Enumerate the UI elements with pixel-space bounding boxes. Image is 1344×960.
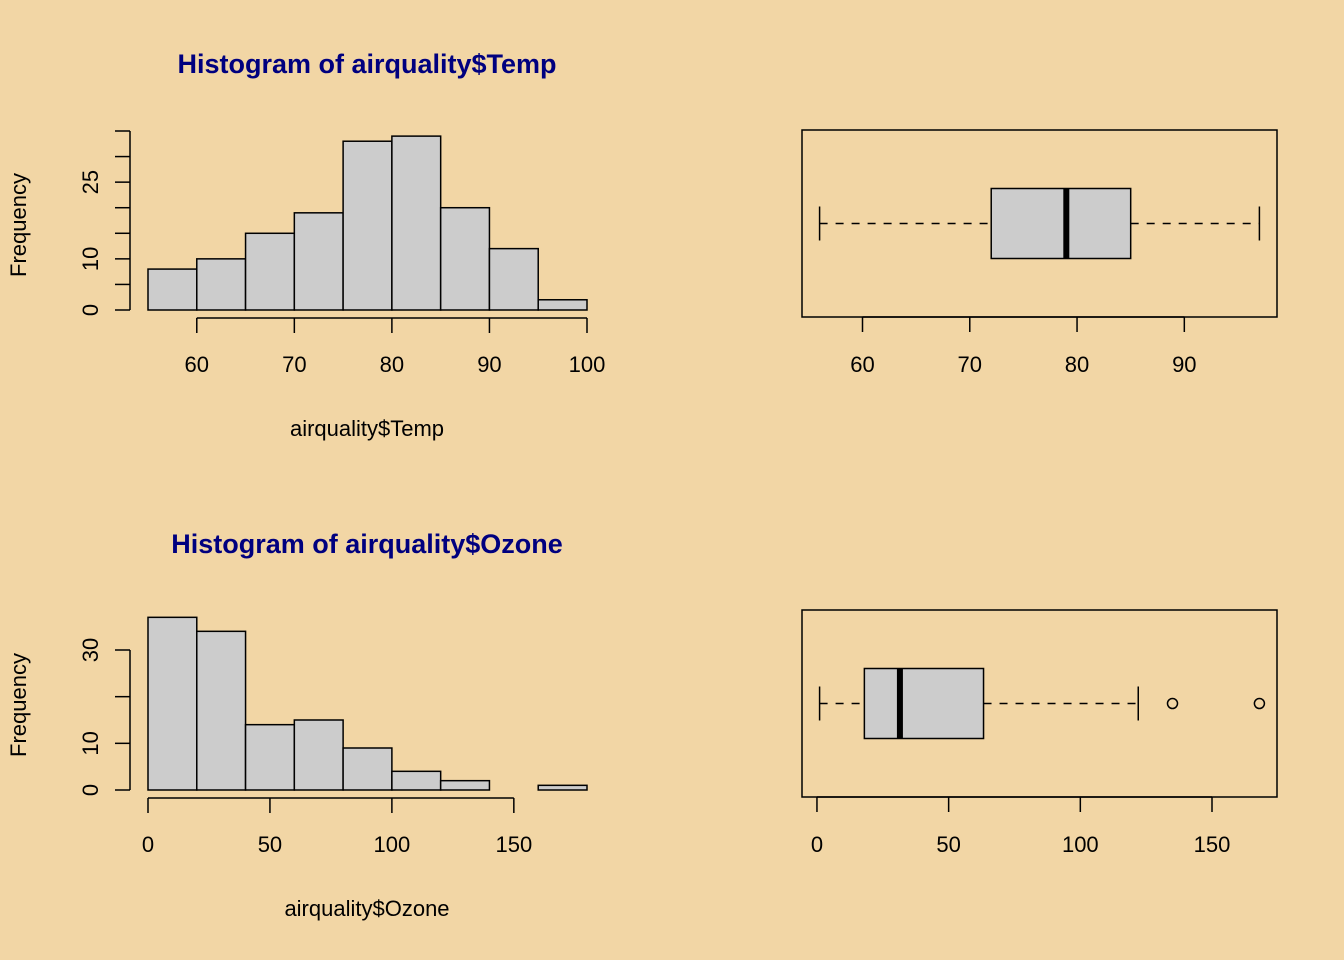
x-axis-label: airquality$Ozone bbox=[284, 896, 449, 921]
y-tick-label: 10 bbox=[78, 247, 103, 271]
y-axis-label: Frequency bbox=[6, 173, 31, 277]
x-tick-label: 50 bbox=[936, 832, 960, 857]
x-tick-label: 0 bbox=[811, 832, 823, 857]
x-axis-label: airquality$Temp bbox=[290, 416, 444, 441]
x-tick-label: 100 bbox=[569, 352, 606, 377]
bar bbox=[196, 630, 247, 791]
x-tick-label: 70 bbox=[282, 352, 306, 377]
x-tick-label: 150 bbox=[1194, 832, 1231, 857]
bar bbox=[147, 268, 198, 311]
y-axis-label: Frequency bbox=[6, 653, 31, 757]
y-tick-label: 10 bbox=[78, 731, 103, 755]
bar bbox=[537, 299, 588, 311]
y-tick-label: 0 bbox=[78, 304, 103, 316]
x-tick-label: 90 bbox=[1172, 352, 1196, 377]
bar bbox=[488, 247, 539, 311]
bar bbox=[439, 206, 491, 311]
x-tick-label: 90 bbox=[477, 352, 501, 377]
y-tick-label: 30 bbox=[78, 638, 103, 662]
chart-title: Histogram of airquality$Temp bbox=[177, 49, 556, 79]
outlier bbox=[1166, 697, 1179, 710]
y-tick-label: 25 bbox=[78, 170, 103, 194]
y-tick-label: 0 bbox=[78, 784, 103, 796]
bar bbox=[342, 747, 393, 791]
x-tick-label: 80 bbox=[380, 352, 404, 377]
outlier bbox=[1253, 697, 1266, 710]
x-tick-label: 100 bbox=[374, 832, 411, 857]
x-tick-label: 50 bbox=[258, 832, 282, 857]
box bbox=[863, 667, 985, 740]
bar bbox=[391, 135, 442, 311]
bar bbox=[293, 212, 344, 311]
x-tick-label: 150 bbox=[495, 832, 532, 857]
bar bbox=[391, 770, 442, 791]
box bbox=[990, 187, 1132, 260]
bar bbox=[147, 616, 198, 791]
x-tick-label: 100 bbox=[1062, 832, 1099, 857]
bar bbox=[293, 719, 344, 791]
bar bbox=[244, 232, 296, 311]
bar bbox=[439, 779, 491, 791]
bar bbox=[196, 258, 247, 311]
x-tick-label: 80 bbox=[1065, 352, 1089, 377]
x-tick-label: 60 bbox=[850, 352, 874, 377]
bar bbox=[244, 723, 296, 791]
bar bbox=[342, 140, 393, 311]
x-tick-label: 0 bbox=[142, 832, 154, 857]
x-tick-label: 70 bbox=[958, 352, 982, 377]
bar bbox=[537, 784, 588, 791]
x-tick-label: 60 bbox=[185, 352, 209, 377]
chart-title: Histogram of airquality$Ozone bbox=[171, 529, 563, 559]
